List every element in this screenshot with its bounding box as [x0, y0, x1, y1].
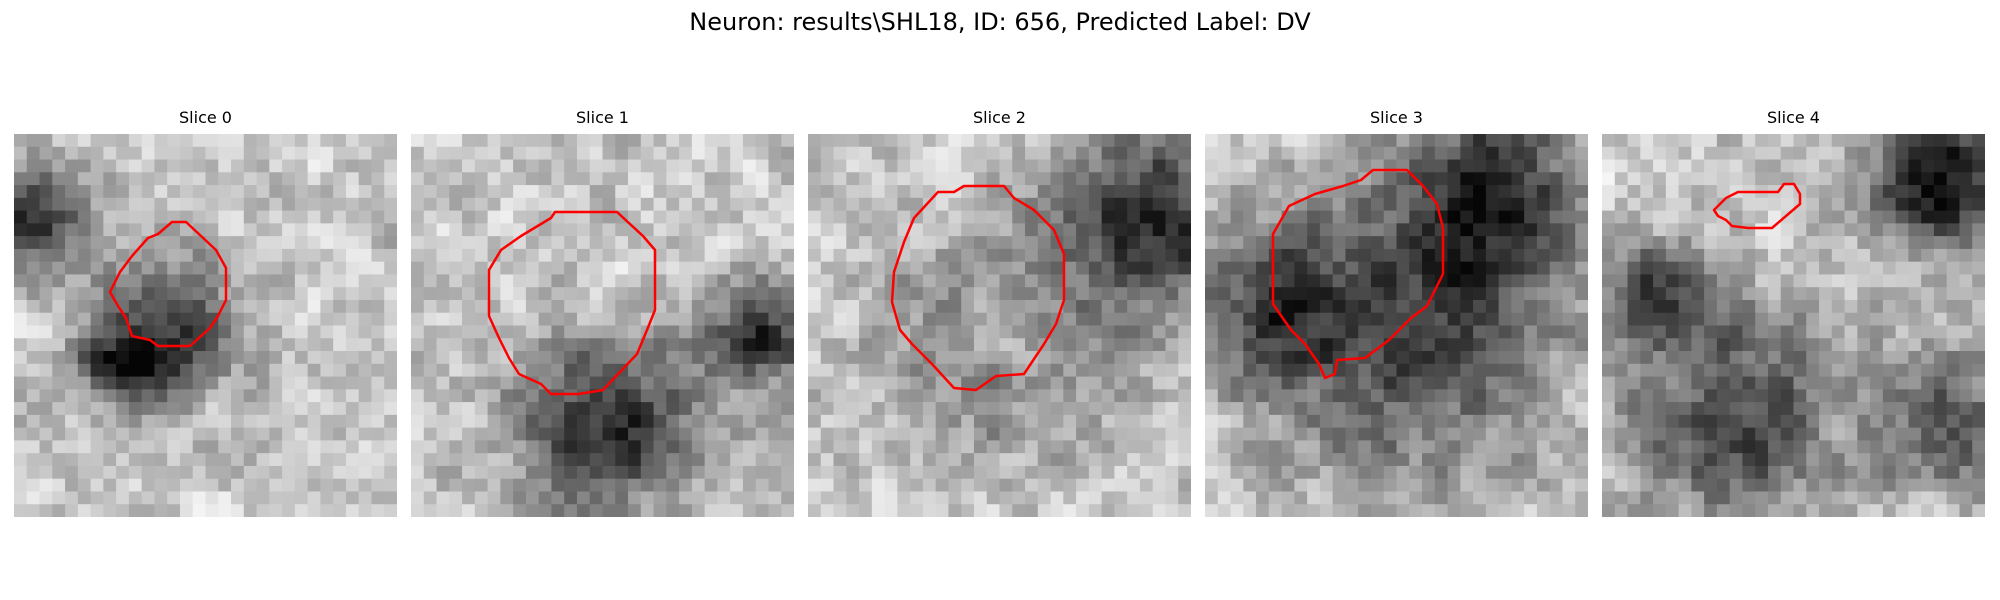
segmentation-contour — [890, 184, 1066, 392]
panel-title: Slice 4 — [1767, 108, 1820, 127]
pixel-grid — [1602, 134, 1985, 517]
panel-title: Slice 3 — [1370, 108, 1423, 127]
slice-image — [1205, 134, 1588, 517]
pixel-grid — [808, 134, 1191, 517]
panel-title: Slice 0 — [179, 108, 232, 127]
panel-title: Slice 2 — [973, 108, 1026, 127]
pixel-grid — [14, 134, 397, 517]
slice-image — [14, 134, 397, 517]
slice-image — [411, 134, 794, 517]
figure-title: Neuron: results\SHL18, ID: 656, Predicte… — [689, 8, 1311, 36]
panel-title: Slice 1 — [576, 108, 629, 127]
slice-image — [808, 134, 1191, 517]
segmentation-contour — [108, 220, 228, 348]
segmentation-contour — [1712, 182, 1802, 230]
segmentation-contour — [1271, 168, 1445, 380]
slice-image — [1602, 134, 1985, 517]
segmentation-contour — [487, 210, 657, 396]
pixel-grid — [1205, 134, 1588, 517]
pixel-grid — [411, 134, 794, 517]
